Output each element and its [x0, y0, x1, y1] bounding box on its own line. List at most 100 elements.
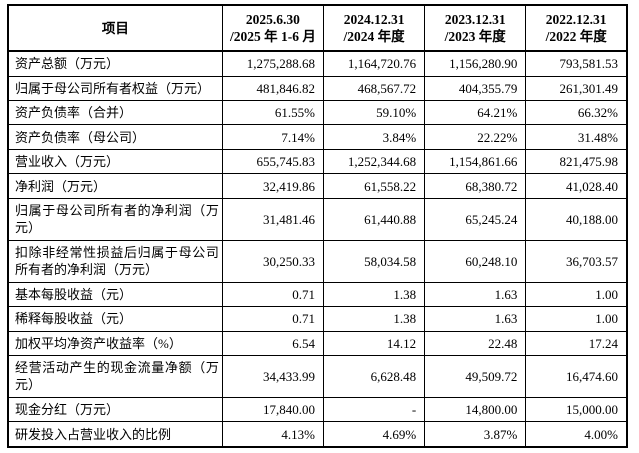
row-value: 1.00	[525, 306, 628, 332]
table-row: 归属于母公司所有者权益（万元） 481,846.82 468,567.72 404,3…	[7, 75, 628, 101]
row-value: 404,355.79	[424, 75, 527, 101]
period-date: 2025.6.30	[245, 12, 300, 27]
period-range: /2024 年度	[343, 29, 405, 44]
row-value: 16,474.60	[525, 355, 628, 398]
row-value: 1.38	[322, 306, 426, 332]
period-column-header: 2022.12.31/2022 年度	[525, 4, 628, 52]
row-label: 基本每股收益（元）	[7, 281, 223, 308]
period-column-header: 2023.12.31/2023 年度	[424, 4, 527, 52]
row-value: 60,248.10	[424, 239, 527, 283]
table-row: 研发投入占营业收入的比例 4.13% 4.69% 3.87% 4.00%	[7, 421, 628, 448]
period-column-header: 2024.12.31/2024 年度	[322, 4, 426, 52]
row-value: 65,245.24	[424, 197, 527, 241]
table-row: 资产总额（万元） 1,275,288.68 1,164,720.76 1,156,28…	[7, 50, 628, 77]
period-date: 2023.12.31	[444, 12, 506, 27]
row-value: 821,475.98	[525, 148, 628, 175]
row-value: 7.14%	[221, 124, 325, 150]
item-column-header: 项目	[7, 4, 223, 52]
row-value: 468,567.72	[322, 75, 426, 101]
row-value: 61,440.88	[322, 197, 426, 241]
row-value: 17,840.00	[221, 396, 325, 423]
row-value: 0.71	[221, 306, 325, 332]
period-range: /2022 年度	[545, 29, 607, 44]
table-row: 资产负债率（合并） 61.55% 59.10% 64.21% 66.32%	[7, 99, 628, 126]
row-value: 59.10%	[322, 99, 426, 126]
table-row: 基本每股收益（元） 0.71 1.38 1.63 1.00	[7, 281, 628, 308]
row-label: 稀释每股收益（元）	[7, 306, 223, 332]
row-value: 30,250.33	[221, 239, 325, 283]
row-value: 41,028.40	[525, 173, 628, 199]
period-date: 2022.12.31	[545, 12, 607, 27]
row-value: 655,745.83	[221, 148, 325, 175]
row-value: 1,252,344.68	[322, 148, 426, 175]
row-value: 481,846.82	[221, 75, 325, 101]
row-value: 61,558.22	[322, 173, 426, 199]
row-label: 营业收入（万元）	[7, 148, 223, 175]
row-value: 58,034.58	[322, 239, 426, 283]
table-row: 经营活动产生的现金流量净额（万元） 34,433.99 6,628.48 49,509…	[7, 355, 628, 398]
row-value: 49,509.72	[424, 355, 527, 398]
row-value: 1,164,720.76	[322, 50, 426, 77]
row-value: 15,000.00	[525, 396, 628, 423]
row-value: 61.55%	[221, 99, 325, 126]
row-value: 22.22%	[424, 124, 527, 150]
row-label: 经营活动产生的现金流量净额（万元）	[7, 355, 223, 398]
row-value: 4.13%	[221, 421, 325, 448]
row-value: 32,419.86	[221, 173, 325, 199]
table-row: 营业收入（万元） 655,745.83 1,252,344.68 1,154,861.…	[7, 148, 628, 175]
row-label: 资产总额（万元）	[7, 50, 223, 77]
row-label: 资产负债率（合并）	[7, 99, 223, 126]
table-row: 归属于母公司所有者的净利润（万元） 31,481.46 61,440.88 65,24…	[7, 197, 628, 241]
row-value: 4.00%	[525, 421, 628, 448]
table-body: 资产总额（万元） 1,275,288.68 1,164,720.76 1,156,28…	[7, 50, 628, 448]
header-row: 项目 2025.6.30/2025 年 1-6 月 2024.12.31/2024…	[7, 4, 628, 52]
table-row: 净利润（万元） 32,419.86 61,558.22 68,380.72 41,028…	[7, 173, 628, 199]
period-range: /2023 年度	[444, 29, 506, 44]
row-value: 14,800.00	[424, 396, 527, 423]
row-value: 1.38	[322, 281, 426, 308]
row-value: 64.21%	[424, 99, 527, 126]
row-label: 研发投入占营业收入的比例	[7, 421, 223, 448]
financial-summary-table-container: 项目 2025.6.30/2025 年 1-6 月 2024.12.31/2024…	[7, 4, 628, 448]
row-value: 31.48%	[525, 124, 628, 150]
row-value: 40,188.00	[525, 197, 628, 241]
row-value: 1,154,861.66	[424, 148, 527, 175]
row-value: 1.63	[424, 281, 527, 308]
row-label: 归属于母公司所有者权益（万元）	[7, 75, 223, 101]
row-value: 261,301.49	[525, 75, 628, 101]
period-column-header: 2025.6.30/2025 年 1-6 月	[221, 4, 325, 52]
row-value: 17.24	[525, 330, 628, 357]
row-label: 现金分红（万元）	[7, 396, 223, 423]
row-value: 1,275,288.68	[221, 50, 325, 77]
table-row: 加权平均净资产收益率（%） 6.54 14.12 22.48 17.24	[7, 330, 628, 357]
row-value: 4.69%	[322, 421, 426, 448]
row-value: 31,481.46	[221, 197, 325, 241]
table-row: 稀释每股收益（元） 0.71 1.38 1.63 1.00	[7, 306, 628, 332]
row-label: 净利润（万元）	[7, 173, 223, 199]
row-value: 1.00	[525, 281, 628, 308]
table-row: 资产负债率（母公司） 7.14% 3.84% 22.22% 31.48%	[7, 124, 628, 150]
period-date: 2024.12.31	[343, 12, 405, 27]
table-row: 现金分红（万元） 17,840.00-14,800.00 15,000.00	[7, 396, 628, 423]
row-label: 扣除非经常性损益后归属于母公司所有者的净利润（万元）	[7, 239, 223, 283]
row-value: 14.12	[322, 330, 426, 357]
financial-summary-table: 项目 2025.6.30/2025 年 1-6 月 2024.12.31/2024…	[7, 4, 628, 448]
row-label: 资产负债率（母公司）	[7, 124, 223, 150]
row-value: -	[322, 396, 426, 423]
row-value: 793,581.53	[525, 50, 628, 77]
period-range: /2025 年 1-6 月	[229, 29, 316, 44]
row-value: 34,433.99	[221, 355, 325, 398]
row-value: 6.54	[221, 330, 325, 357]
row-label: 加权平均净资产收益率（%）	[7, 330, 223, 357]
row-value: 3.84%	[322, 124, 426, 150]
table-row: 扣除非经常性损益后归属于母公司所有者的净利润（万元） 30,250.33 58,03…	[7, 239, 628, 283]
row-value: 22.48	[424, 330, 527, 357]
row-value: 68,380.72	[424, 173, 527, 199]
row-value: 3.87%	[424, 421, 527, 448]
row-value: 66.32%	[525, 99, 628, 126]
row-value: 1.63	[424, 306, 527, 332]
row-value: 0.71	[221, 281, 325, 308]
row-value: 6,628.48	[322, 355, 426, 398]
row-value: 36,703.57	[525, 239, 628, 283]
row-label: 归属于母公司所有者的净利润（万元）	[7, 197, 223, 241]
